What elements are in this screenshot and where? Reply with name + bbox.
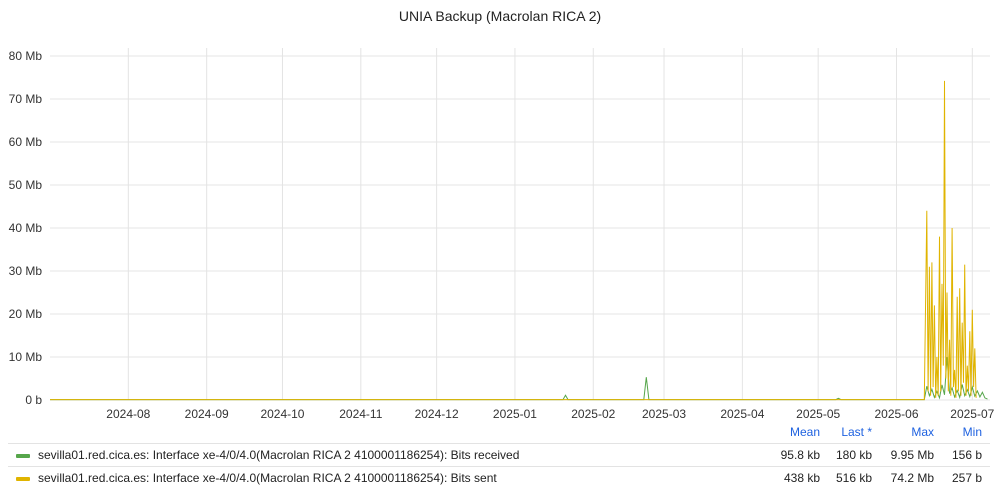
y-tick-label: 50 Mb xyxy=(9,178,43,192)
chart-title: UNIA Backup (Macrolan RICA 2) xyxy=(398,8,602,24)
x-tick-label: 2025-07 xyxy=(950,407,994,420)
legend-last-value: 516 kb xyxy=(835,471,872,485)
legend-min-value: 156 b xyxy=(951,448,982,462)
grid xyxy=(50,48,990,401)
series xyxy=(50,80,988,401)
x-tick-label: 2025-05 xyxy=(796,407,840,420)
legend-header-mean[interactable]: Mean xyxy=(789,425,820,439)
y-tick-label: 0 b xyxy=(25,393,42,407)
x-tick-label: 2024-12 xyxy=(415,407,459,420)
x-tick-label: 2024-10 xyxy=(260,407,304,420)
series-line-bits-received xyxy=(50,357,988,401)
y-tick-label: 80 Mb xyxy=(9,49,43,63)
y-tick-label: 20 Mb xyxy=(9,307,43,321)
legend-mean-value: 95.8 kb xyxy=(780,448,820,462)
series-line-bits-sent xyxy=(50,80,977,401)
y-tick-label: 70 Mb xyxy=(9,92,43,106)
y-tick-label: 60 Mb xyxy=(9,135,43,149)
legend-swatch-sent xyxy=(16,477,30,481)
y-tick-label: 10 Mb xyxy=(9,350,43,364)
legend-max-value: 9.95 Mb xyxy=(890,448,934,462)
x-tick-label: 2024-08 xyxy=(106,407,150,420)
x-axis: 2024-08 2024-09 2024-10 2024-11 2024-12 2025-… xyxy=(106,407,994,420)
x-tick-label: 2024-09 xyxy=(185,407,229,420)
legend-series-name[interactable]: sevilla01.red.cica.es: Interface xe-4/0/… xyxy=(38,471,497,485)
legend-swatch-received xyxy=(16,454,30,458)
x-tick-label: 2025-01 xyxy=(493,407,537,420)
legend-series-name[interactable]: sevilla01.red.cica.es: Interface xe-4/0/… xyxy=(38,448,520,462)
legend-mean-value: 438 kb xyxy=(783,471,820,485)
legend-max-value: 74.2 Mb xyxy=(890,471,934,485)
y-tick-label: 40 Mb xyxy=(9,221,43,235)
legend-header-max[interactable]: Max xyxy=(911,425,934,439)
y-axis: 0 b 10 Mb 20 Mb 30 Mb 40 Mb 50 Mb 60 Mb 70 Mb 80… xyxy=(9,49,43,407)
x-tick-label: 2025-02 xyxy=(571,407,615,420)
legend-min-value: 257 b xyxy=(951,471,982,485)
x-tick-label: 2024-11 xyxy=(339,407,382,420)
x-tick-label: 2025-04 xyxy=(720,407,764,420)
x-tick-label: 2025-03 xyxy=(642,407,686,420)
legend-row-sent[interactable]: sevilla01.red.cica.es: Interface xe-4/0/… xyxy=(8,466,990,489)
y-tick-label: 30 Mb xyxy=(9,264,43,278)
legend-header-last[interactable]: Last * xyxy=(841,425,872,439)
legend-last-value: 180 kb xyxy=(835,448,872,462)
legend-header-min[interactable]: Min xyxy=(962,425,982,439)
x-tick-label: 2025-06 xyxy=(874,407,918,420)
chart-plot[interactable]: 0 b 10 Mb 20 Mb 30 Mb 40 Mb 50 Mb 60 Mb 70 Mb 80… xyxy=(0,0,1000,420)
legend-row-received[interactable]: sevilla01.red.cica.es: Interface xe-4/0/… xyxy=(8,443,990,466)
